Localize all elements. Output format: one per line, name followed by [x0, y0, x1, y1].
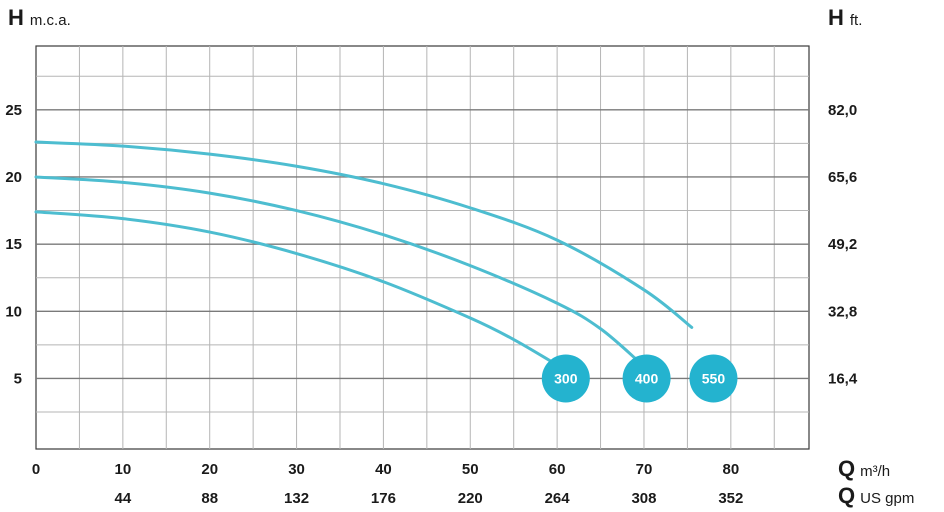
left-tick-label: 20 — [5, 169, 22, 186]
right-tick-label: 82,0 — [828, 102, 857, 119]
x-tick-label-primary: 30 — [288, 461, 305, 478]
x-axis-title-secondary: Q US gpm — [838, 483, 914, 508]
x-axis-title-secondary-symbol: Q — [838, 483, 855, 508]
series-line-400 — [34, 175, 642, 364]
chart-series — [34, 140, 694, 364]
series-badge-550 — [689, 354, 738, 403]
left-tick-label: 15 — [5, 236, 22, 253]
left-tick-label: 10 — [5, 303, 22, 320]
right-axis-unit: ft. — [850, 12, 863, 29]
x-tick-label-primary: 40 — [375, 461, 392, 478]
x-tick-label-secondary: 88 — [201, 490, 218, 507]
series-badge-300 — [541, 354, 590, 403]
series-badge-label: 550 — [702, 370, 726, 386]
x-tick-label-secondary: 308 — [631, 490, 656, 507]
right-tick-label: 65,6 — [828, 169, 857, 186]
x-tick-label-primary: 50 — [462, 461, 479, 478]
x-tick-label-primary: 10 — [115, 461, 132, 478]
x-tick-label-secondary: 176 — [371, 490, 396, 507]
series-badges: 300 400 550 — [541, 354, 738, 403]
series-badge-label: 300 — [554, 370, 578, 386]
x-axis-title-primary-unit: m³/h — [860, 463, 890, 480]
x-tick-label-primary: 20 — [201, 461, 218, 478]
right-tick-label: 49,2 — [828, 236, 857, 253]
x-axis-title-primary-symbol: Q — [838, 456, 855, 481]
x-tick-label-primary: 80 — [722, 461, 739, 478]
series-line-300 — [34, 210, 555, 364]
x-tick-label-secondary: 44 — [115, 490, 132, 507]
x-tick-label-secondary: 132 — [284, 490, 309, 507]
x-tick-label-primary: 0 — [32, 461, 40, 478]
left-axis-symbol: H — [8, 5, 24, 30]
x-tick-label-secondary: 352 — [718, 490, 743, 507]
x-tick-label-secondary: 220 — [458, 490, 483, 507]
series-badge-400 — [622, 354, 671, 403]
x-axis-title-secondary-unit: US gpm — [860, 490, 914, 507]
x-tick-label-primary: 70 — [636, 461, 653, 478]
plot-frame — [35, 45, 810, 450]
x-tick-label-primary: 60 — [549, 461, 566, 478]
series-line-550 — [34, 140, 694, 329]
right-tick-label: 32,8 — [828, 303, 857, 320]
right-axis-symbol: H — [828, 5, 844, 30]
series-badge-label: 400 — [635, 370, 659, 386]
x-tick-label-secondary: 264 — [545, 490, 571, 507]
chart-grid — [35, 45, 810, 450]
right-tick-label: 16,4 — [828, 370, 858, 387]
left-tick-label: 25 — [5, 102, 22, 119]
left-tick-label: 5 — [14, 370, 22, 387]
left-axis-unit: m.c.a. — [30, 12, 71, 29]
